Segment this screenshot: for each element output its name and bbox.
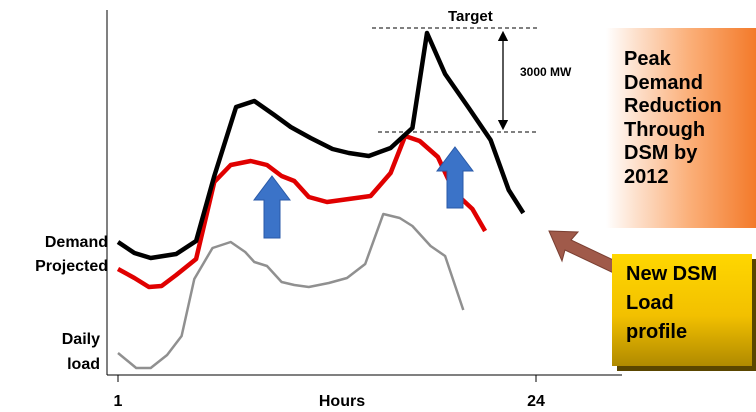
demand-label: Demand	[45, 234, 108, 251]
peak-line-2: Demand	[624, 71, 703, 94]
target-label: Target	[448, 8, 493, 25]
new-line-3: profile	[626, 321, 688, 343]
peak-line-3: Reduction	[624, 95, 722, 117]
x-tick-label-24: 24	[527, 393, 545, 410]
new-dsm-text: New DSM Load profile	[626, 260, 717, 347]
peak-line-5: DSM by	[624, 142, 698, 164]
new-line-1: New DSM	[626, 263, 718, 285]
peak-line-4: Through	[624, 118, 706, 141]
peak-up-arrow-right	[436, 146, 474, 209]
peak-reduction-box	[606, 28, 756, 228]
peak-up-arrow-left	[253, 175, 291, 239]
x-axis-label: Hours	[319, 393, 365, 410]
peak-line-1: Peak	[624, 48, 671, 70]
series-line-new-dsm-load-profile	[116, 133, 488, 290]
peak-line-6: 2012	[624, 165, 669, 188]
series-line-daily-load	[117, 212, 465, 370]
load-label: load	[67, 356, 100, 373]
x-tick-label-1: 1	[114, 393, 123, 410]
new-dsm-box	[612, 254, 752, 366]
peak-reduction-text: Peak Demand Reduction Through DSM by 201…	[624, 48, 722, 189]
mw-label: 3000 MW	[520, 65, 572, 79]
new-line-2: Load	[626, 292, 674, 314]
projected-label: Projected	[35, 258, 108, 275]
daily-label: Daily	[62, 331, 100, 348]
series-line-demand-projected	[116, 30, 526, 261]
